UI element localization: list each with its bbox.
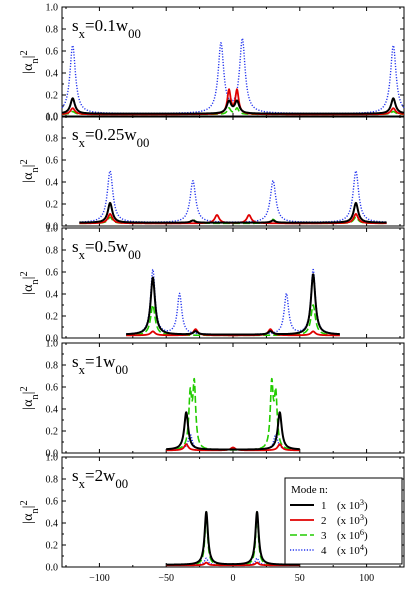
y-tick-label: 1.0 xyxy=(46,339,59,350)
y-tick-label: 0.8 xyxy=(46,361,59,372)
y-tick-label: 0.2 xyxy=(46,91,59,102)
panel-1: 0.0 0.2 0.4 0.6 0.8 1.0 |αn|2 sx=0.1w00 xyxy=(19,3,405,124)
y-tick-label: 0.4 xyxy=(46,69,59,80)
y-axis-label: |αn|2 xyxy=(19,386,41,409)
y-tick-label: 0.0 xyxy=(46,113,59,124)
y-tick-label: 0.8 xyxy=(46,475,59,486)
y-tick-label: 0.2 xyxy=(46,200,59,211)
panel-label: sx=1w00 xyxy=(72,352,128,377)
y-tick-label: 0.8 xyxy=(46,246,59,257)
series-mode-1-line xyxy=(165,510,301,566)
y-tick-label: 0.8 xyxy=(46,134,59,145)
x-tick-label: −50 xyxy=(158,573,174,584)
y-tick-label: 0.4 xyxy=(46,405,59,416)
x-tick-label: 50 xyxy=(295,573,305,584)
series-mode-2-line xyxy=(61,88,405,116)
legend-mode-label: 4 xyxy=(321,545,327,557)
series-mode-1-line xyxy=(61,97,405,115)
y-tick-label: 0.6 xyxy=(46,497,59,508)
y-tick-label: 0.0 xyxy=(46,222,59,233)
y-axis-label: |αn|2 xyxy=(19,500,41,523)
legend-scale-label: (x 103) xyxy=(337,498,368,513)
y-tick-label: 0.2 xyxy=(46,427,59,438)
y-tick-label: 0.6 xyxy=(46,47,59,58)
panel-label: sx=0.25w00 xyxy=(72,125,149,150)
panel-3: 0.0 0.2 0.4 0.6 0.8 1.0 |αn|2 sx=0.5w00 xyxy=(19,224,405,345)
x-tick-label: −100 xyxy=(89,573,110,584)
panel-2: 0.0 0.2 0.4 0.6 0.8 1.0 |αn|2 sx=0.25w00 xyxy=(19,112,405,233)
panel-label: sx=0.5w00 xyxy=(72,237,141,262)
y-tick-label: 0.4 xyxy=(46,290,59,301)
y-tick-label: 0.4 xyxy=(46,178,59,189)
series-mode-1-line xyxy=(78,201,388,224)
legend-title: Mode n: xyxy=(291,484,328,496)
x-tick-label: 100 xyxy=(359,573,374,584)
y-tick-label: 0.4 xyxy=(46,519,59,530)
series-mode-4-line xyxy=(61,37,405,115)
y-tick-label: 0.2 xyxy=(46,312,59,323)
series-mode-1-line xyxy=(125,273,341,336)
panel-5: 0.0 0.2 0.4 0.6 0.8 1.0 |αn|2 sx=2w00 xyxy=(19,453,405,574)
y-tick-label: 0.0 xyxy=(46,449,59,460)
y-tick-label: 0.2 xyxy=(46,541,59,552)
legend-scale-label: (x 103) xyxy=(337,513,368,528)
legend-scale-label: (x 106) xyxy=(337,528,368,543)
series-mode-4-line xyxy=(165,433,301,451)
y-tick-label: 1.0 xyxy=(46,224,59,235)
y-tick-label: 1.0 xyxy=(46,112,59,123)
y-tick-label: 0.0 xyxy=(46,334,59,345)
legend-mode-label: 3 xyxy=(321,530,327,542)
series-mode-4-line xyxy=(79,170,387,223)
y-tick-label: 1.0 xyxy=(46,3,59,14)
legend-mode-label: 2 xyxy=(321,515,327,527)
series-mode-3-line xyxy=(125,304,341,337)
series-mode-3-line xyxy=(165,511,301,566)
y-tick-label: 1.0 xyxy=(46,453,59,464)
x-tick-label: 0 xyxy=(231,573,236,584)
y-tick-label: 0.0 xyxy=(46,563,59,574)
y-axis-label: |αn|2 xyxy=(19,50,41,73)
legend-scale-label: (x 104) xyxy=(337,543,368,558)
y-axis-label: |αn|2 xyxy=(19,271,41,294)
series-mode-1-line xyxy=(165,411,301,451)
y-tick-label: 0.6 xyxy=(46,383,59,394)
panel-4: 0.0 0.2 0.4 0.6 0.8 1.0 |αn|2 sx=1w00 xyxy=(19,339,405,460)
y-tick-label: 0.6 xyxy=(46,268,59,279)
y-tick-label: 0.8 xyxy=(46,25,59,36)
series-mode-2-line xyxy=(165,443,301,452)
legend-mode-label: 1 xyxy=(321,500,327,512)
panel-label: sx=2w00 xyxy=(72,466,128,491)
y-axis-label: |αn|2 xyxy=(19,159,41,182)
y-tick-label: 0.6 xyxy=(46,156,59,167)
panel-label: sx=0.1w00 xyxy=(72,16,141,41)
legend: Mode n: 1 (x 103) 2 (x 103) 3 (x 106) 4 (x 104) xyxy=(284,477,403,565)
